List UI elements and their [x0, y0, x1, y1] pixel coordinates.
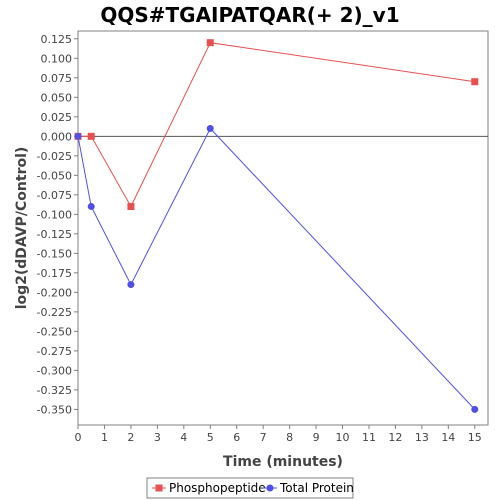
- x-tick-label: 4: [180, 431, 187, 444]
- y-tick-label: -0.150: [37, 247, 72, 260]
- y-tick-label: 0.025: [41, 111, 73, 124]
- y-tick-label: -0.175: [37, 267, 72, 280]
- y-tick-label: -0.025: [37, 150, 72, 163]
- x-tick-label: 7: [260, 431, 267, 444]
- legend-label: Phosphopeptide: [169, 481, 266, 495]
- legend-marker: [155, 484, 163, 492]
- x-tick-label: 14: [441, 431, 455, 444]
- x-tick-label: 8: [286, 431, 293, 444]
- x-tick-label: 12: [388, 431, 402, 444]
- y-tick-label: 0.050: [41, 91, 73, 104]
- x-tick-label: 2: [127, 431, 134, 444]
- y-tick-label: -0.350: [37, 403, 72, 416]
- data-point: [206, 39, 214, 47]
- data-point: [74, 132, 82, 140]
- legend-items: Phosphopeptide Total Protein: [152, 481, 354, 495]
- data-point: [127, 281, 135, 289]
- y-tick-label: -0.075: [37, 189, 72, 202]
- x-tick-label: 13: [415, 431, 429, 444]
- y-axis-label: log2(dDAVP/Control): [14, 147, 30, 310]
- data-point: [127, 203, 135, 211]
- legend: Phosphopeptide Total Protein: [146, 477, 354, 499]
- y-tick-label: -0.125: [37, 228, 72, 241]
- y-tick-label: -0.300: [37, 364, 72, 377]
- x-tick-label: 15: [468, 431, 482, 444]
- y-axis-ticks: 0.125 0.100 0.075 0.050 0.025 0.000 -0.025 -0.0…: [37, 33, 78, 416]
- x-tick-label: 6: [233, 431, 240, 444]
- data-point: [87, 203, 95, 211]
- legend-marker: [266, 484, 274, 492]
- y-tick-label: -0.275: [37, 345, 72, 358]
- plot-area: [77, 30, 489, 426]
- x-tick-label: 9: [313, 431, 320, 444]
- y-tick-label: -0.325: [37, 384, 72, 397]
- y-tick-label: -0.250: [37, 325, 72, 338]
- y-tick-label: -0.050: [37, 169, 72, 182]
- x-axis-label: Time (minutes): [223, 454, 343, 470]
- x-tick-label: 11: [362, 431, 376, 444]
- data-point: [87, 132, 95, 140]
- data-point: [471, 78, 479, 86]
- data-point: [471, 405, 479, 413]
- data-point: [206, 125, 214, 133]
- legend-box: [146, 477, 354, 499]
- chart-title: QQS#TGAIPATQAR(+ 2)_v1: [100, 3, 399, 27]
- series-markers: [74, 39, 479, 413]
- x-tick-label: 0: [75, 431, 82, 444]
- x-tick-label: 3: [154, 431, 161, 444]
- x-axis-ticks: 0 1 2 3 4 5 6 7 8 9 10 11 12 13 14 15: [75, 425, 482, 444]
- legend-label: Total Protein: [279, 481, 354, 495]
- y-tick-label: 0.000: [41, 130, 73, 143]
- y-tick-label: 0.125: [41, 33, 73, 46]
- x-tick-label: 10: [336, 431, 350, 444]
- x-tick-label: 1: [101, 431, 108, 444]
- y-tick-label: 0.075: [41, 72, 73, 85]
- y-tick-label: -0.225: [37, 306, 72, 319]
- y-tick-label: -0.100: [37, 208, 72, 221]
- x-tick-label: 5: [207, 431, 214, 444]
- y-tick-label: -0.200: [37, 286, 72, 299]
- y-tick-label: 0.100: [41, 52, 73, 65]
